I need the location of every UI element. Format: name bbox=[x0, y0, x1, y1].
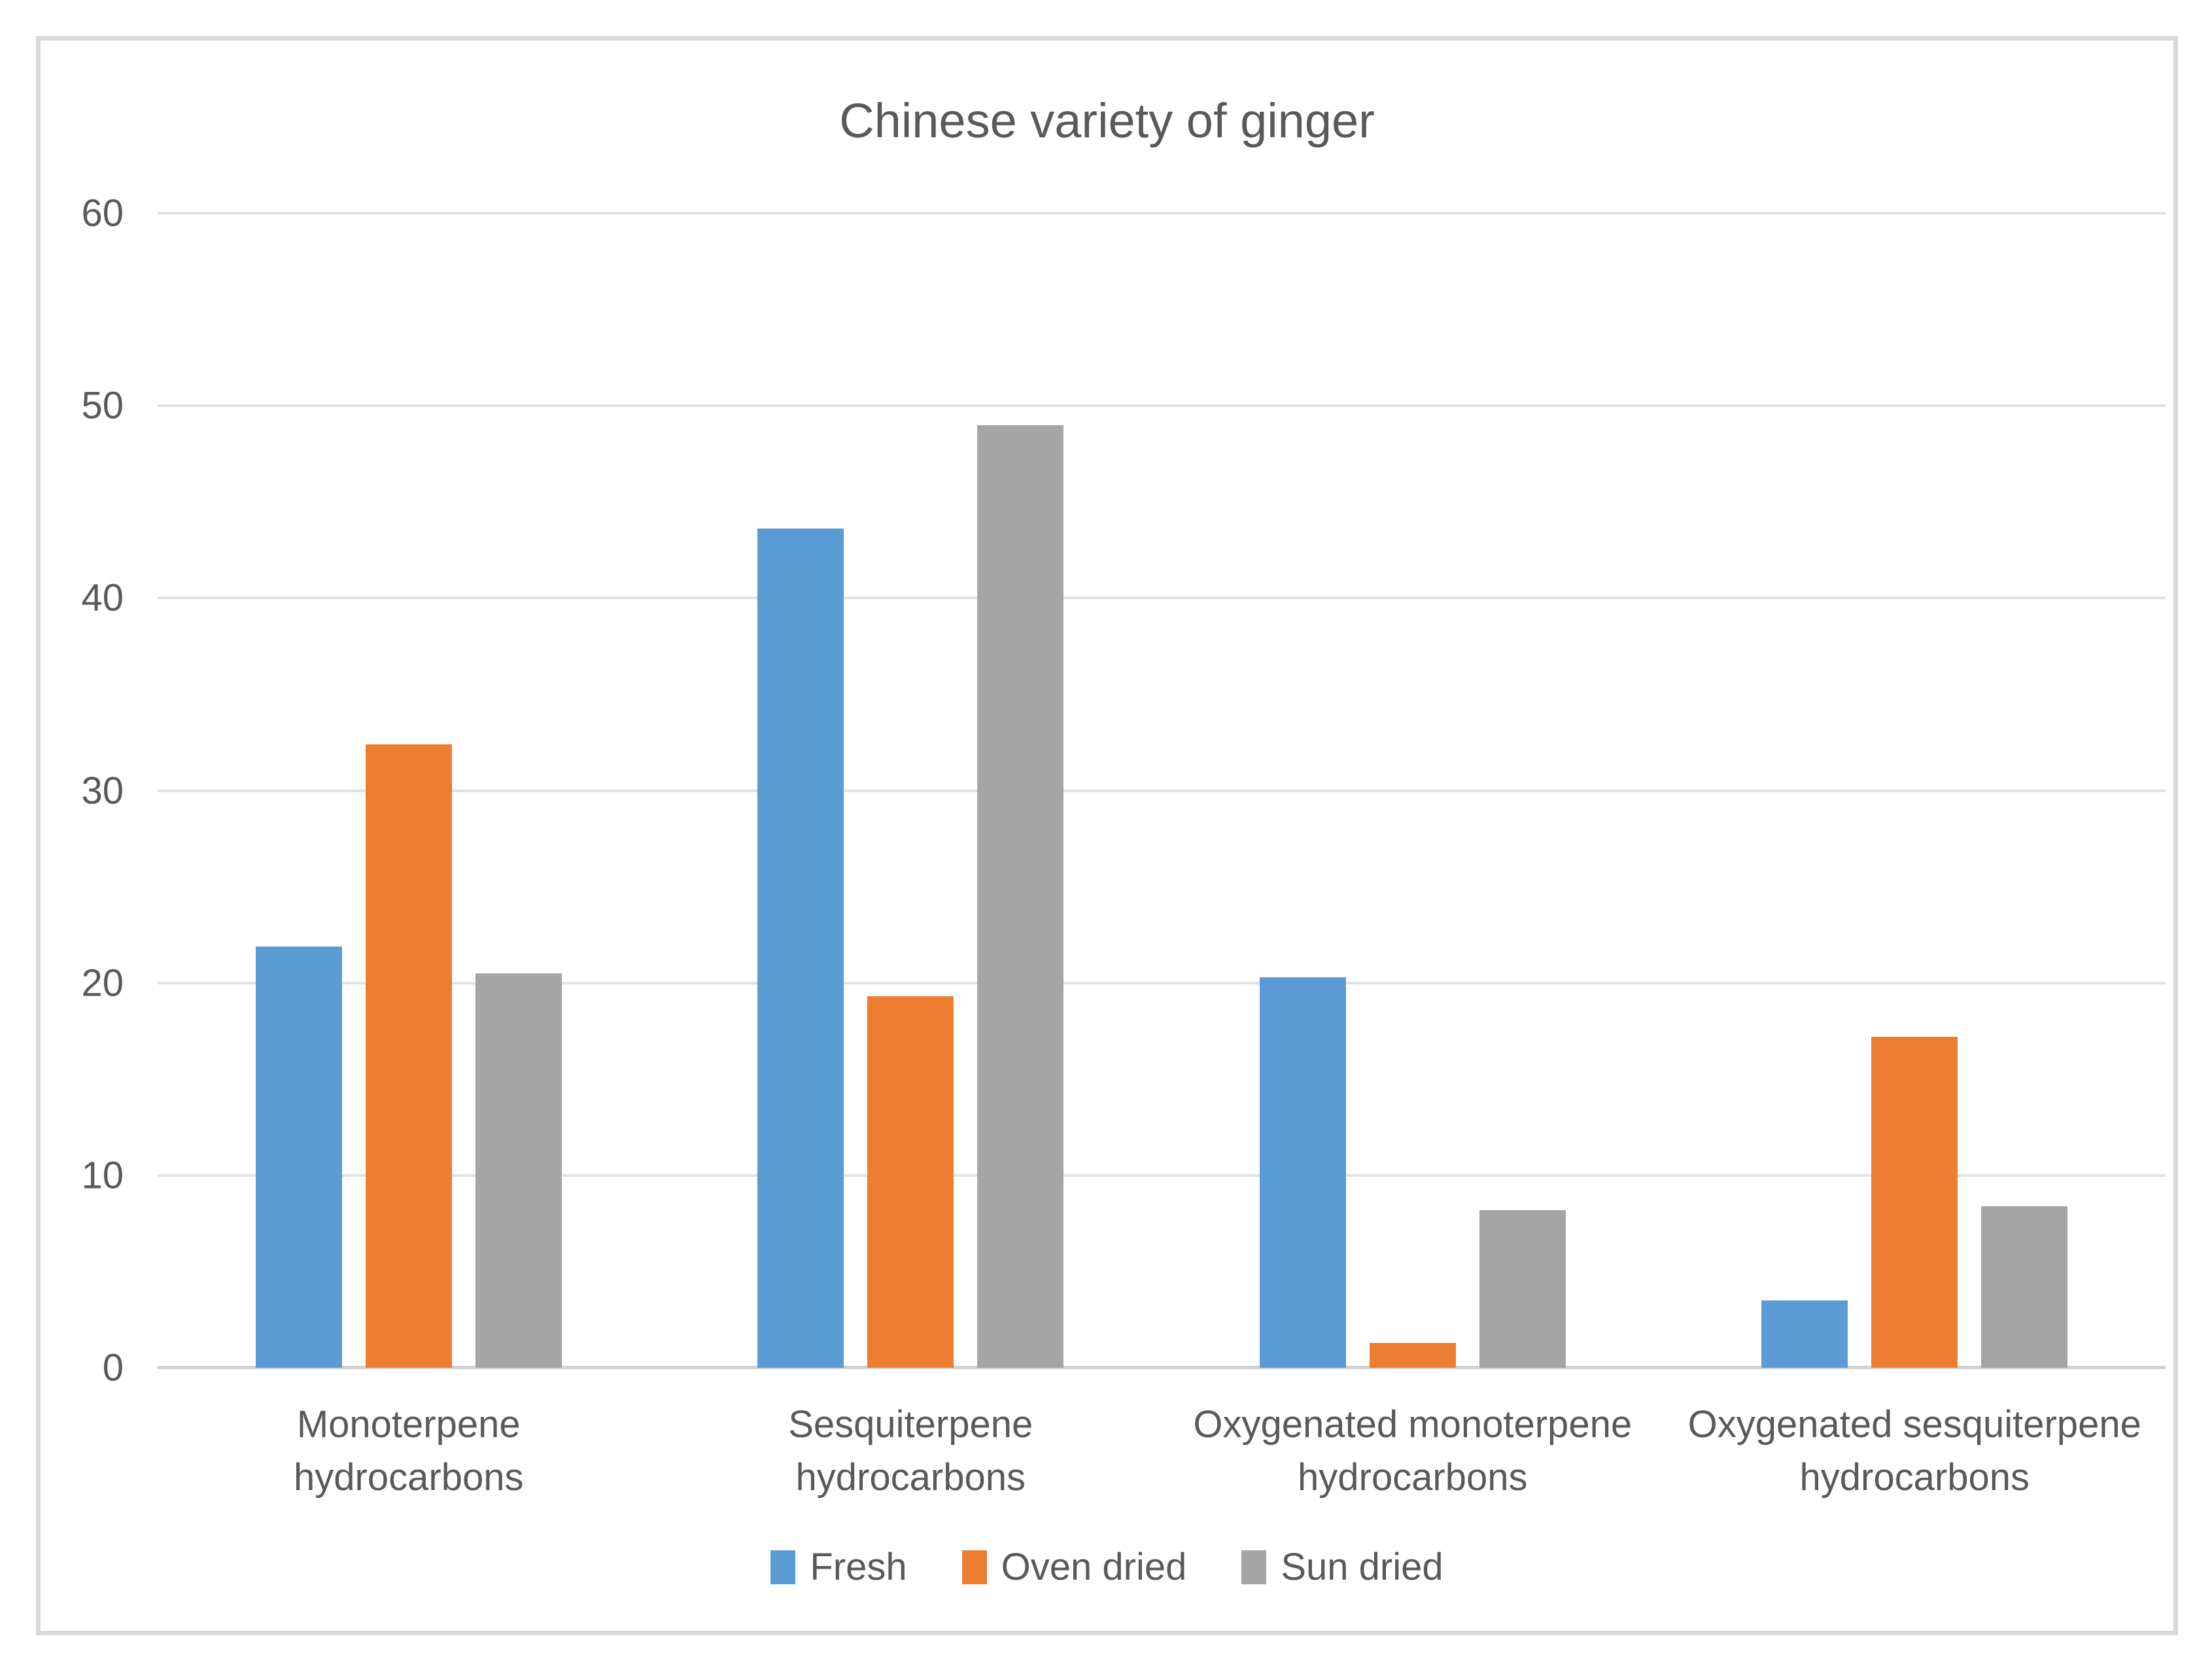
gridlines: 0 10 20 30 40 50 60 bbox=[81, 192, 2166, 1389]
bar-fresh-monoterpene-hydrocarbons bbox=[255, 946, 342, 1368]
legend-swatch-fresh bbox=[770, 1550, 796, 1584]
legend-item-oven-dried: Oven dried bbox=[961, 1545, 1187, 1589]
chart-frame: Chinese variety of ginger 0 10 20 30 40 50 60 … bbox=[36, 36, 2178, 1635]
x-axis-label-sesquiterpene-hydrocarbons: Sesquiterpene hydrocarbons bbox=[788, 1403, 1033, 1499]
bar-group-sesquiterpene-hydrocarbons bbox=[660, 213, 1162, 1368]
x-axis-label-monoterpene-hydrocarbons: Monoterpene hydrocarbons bbox=[294, 1403, 524, 1499]
legend-label-oven-dried: Oven dried bbox=[1001, 1546, 1187, 1588]
bar-group-monoterpene-hydrocarbons bbox=[158, 213, 660, 1368]
bar-group-oxygenated-sesquiterpene-hydrocarbons bbox=[1664, 213, 2166, 1368]
y-tick-label-10: 10 bbox=[81, 1154, 124, 1197]
bar-fresh-oxygenated-sesquiterpene-hydrocarbons bbox=[1761, 1300, 1848, 1368]
chart-title: Chinese variety of ginger bbox=[839, 94, 1375, 148]
x-axis-label-oxygenated-monoterpene-hydrocarbons: Oxygenated monoterpene hydrocarbons bbox=[1193, 1403, 1633, 1499]
y-tick-label-20: 20 bbox=[81, 962, 124, 1005]
bar-sun-dried-oxygenated-monoterpene-hydrocarbons bbox=[1479, 1209, 1566, 1368]
bar-sun-dried-monoterpene-hydrocarbons bbox=[475, 973, 562, 1368]
bar-oven-dried-oxygenated-sesquiterpene-hydrocarbons bbox=[1871, 1037, 1958, 1368]
x-axis-labels: Monoterpene hydrocarbons Sesquiterpene hy… bbox=[158, 1398, 2166, 1504]
legend-item-sun-dried: Sun dried bbox=[1241, 1545, 1443, 1589]
gridline-10 bbox=[158, 1174, 2166, 1177]
legend-swatch-oven-dried bbox=[961, 1550, 987, 1584]
plot-area: 0 10 20 30 40 50 60 bbox=[81, 192, 2166, 1389]
bar-sun-dried-sesquiterpene-hydrocarbons bbox=[977, 425, 1064, 1368]
y-tick-label-30: 30 bbox=[81, 769, 124, 812]
gridline-50 bbox=[158, 404, 2166, 408]
y-tick-label-0: 0 bbox=[102, 1346, 124, 1389]
gridline-40 bbox=[158, 597, 2166, 600]
legend: Fresh Oven dried Sun dried bbox=[41, 1545, 2173, 1589]
gridline-60 bbox=[158, 212, 2166, 215]
y-tick-label-60: 60 bbox=[81, 192, 124, 235]
legend-label-fresh: Fresh bbox=[810, 1546, 907, 1588]
legend-item-fresh: Fresh bbox=[770, 1545, 907, 1589]
x-axis-line bbox=[158, 1366, 2166, 1369]
legend-swatch-sun-dried bbox=[1241, 1550, 1267, 1584]
gridline-20 bbox=[158, 981, 2166, 984]
bar-groups bbox=[158, 213, 2166, 1368]
bar-group-oxygenated-monoterpene-hydrocarbons bbox=[1162, 213, 1664, 1368]
gridline-30 bbox=[158, 789, 2166, 792]
bar-fresh-oxygenated-monoterpene-hydrocarbons bbox=[1259, 977, 1346, 1368]
bar-oven-dried-oxygenated-monoterpene-hydrocarbons bbox=[1369, 1342, 1456, 1368]
bar-oven-dried-monoterpene-hydrocarbons bbox=[365, 744, 452, 1368]
x-axis-label-oxygenated-sesquiterpene-hydrocarbons: Oxygenated sesquiterpene hydrocarbons bbox=[1687, 1403, 2141, 1499]
bar-oven-dried-sesquiterpene-hydrocarbons bbox=[867, 996, 954, 1368]
legend-label-sun-dried: Sun dried bbox=[1281, 1546, 1443, 1588]
y-tick-label-40: 40 bbox=[81, 576, 124, 619]
bar-fresh-sesquiterpene-hydrocarbons bbox=[757, 529, 844, 1368]
bar-sun-dried-oxygenated-sesquiterpene-hydrocarbons bbox=[1981, 1206, 2068, 1368]
y-tick-label-50: 50 bbox=[81, 384, 124, 427]
